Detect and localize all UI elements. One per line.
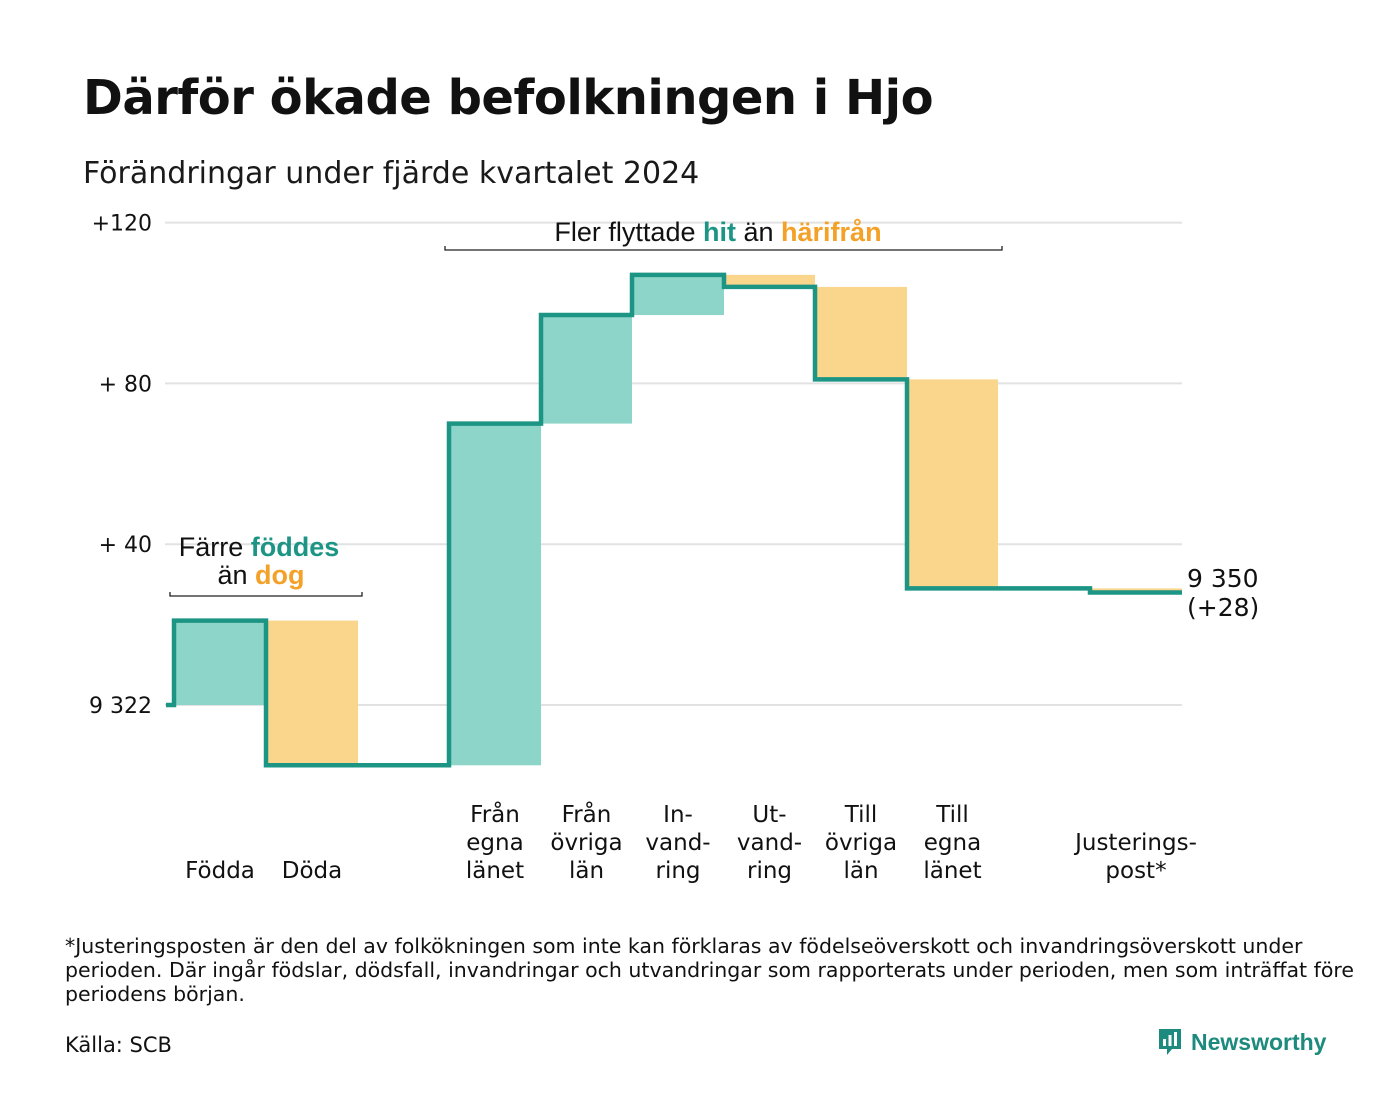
annotation-bracket: [444, 246, 1003, 251]
annotation-bracket: [169, 592, 363, 597]
category-label: In-: [663, 802, 693, 828]
brand-logo[interactable]: Newsworthy: [1157, 1027, 1326, 1057]
annotation-segment: hit: [703, 217, 736, 247]
category-label: egna: [924, 830, 981, 856]
annotation-text: än dog: [217, 560, 304, 590]
category-label: övriga: [825, 830, 897, 856]
bar: [907, 379, 998, 589]
bar: [724, 274, 815, 287]
category-label: Från: [470, 800, 520, 828]
category-label: vand-: [737, 830, 802, 856]
category-label: ring: [655, 858, 700, 884]
end-value-text: (+28): [1187, 593, 1259, 622]
chart-title: Därför ökade befolkningen i Hjo: [83, 70, 934, 126]
bar: [174, 620, 266, 705]
category-labels: Födda DödaFrånegnalänetFrånövrigalänIn-va…: [185, 800, 1197, 884]
annotation-segment: dog: [255, 560, 304, 590]
category-label: övriga: [550, 830, 622, 856]
bar: [541, 315, 632, 424]
y-axis-ticks: 9 322 + 40 + 80 +120: [89, 212, 152, 719]
bar: [449, 423, 541, 766]
cumulative-step-line: [166, 272, 1182, 768]
y-tick-label: +120: [92, 212, 152, 237]
annotation-segment: Färre: [179, 532, 251, 562]
chart-subtitle: Förändringar under fjärde kvartalet 2024: [83, 156, 700, 191]
annotation-segment: föddes: [251, 532, 340, 562]
y-tick-label: 9 322: [89, 694, 152, 719]
y-tick-label: + 80: [99, 372, 152, 397]
source-label: Källa: SCB: [65, 1033, 172, 1057]
category-label: länet: [466, 858, 524, 884]
waterfall-chart: 9 322+ 40+ 80+120 Födda DödaFrånegnalänet…: [89, 212, 1259, 884]
bars: [174, 274, 1182, 766]
annotation-segment: Fler flyttade: [554, 217, 703, 247]
bar-chart-speech-icon: [1159, 1029, 1181, 1055]
category-label: Från: [562, 800, 612, 828]
category-label: egna: [466, 830, 523, 856]
category-label: ring: [747, 858, 792, 884]
category-label: Till: [935, 802, 969, 828]
end-value-text: 9 350: [1187, 564, 1259, 593]
category-label: Döda: [282, 858, 342, 884]
category-label: län: [569, 858, 604, 884]
end-value-label: 9 350(+28): [1187, 564, 1259, 622]
category-label: post*: [1105, 858, 1166, 884]
category-label: Till: [844, 802, 878, 828]
category-label: länet: [923, 858, 981, 884]
footnote: *Justeringsposten är den del av folkökni…: [65, 934, 1354, 1006]
category-label: Födda: [185, 858, 255, 884]
annotation-text: Fler flyttade hit än härifrån: [554, 217, 881, 247]
annotation-segment: än: [736, 217, 781, 247]
category-label: Ut-: [752, 802, 786, 828]
annotation-segment: än: [217, 560, 255, 590]
category-label: Justerings-: [1073, 830, 1197, 856]
bar: [815, 286, 907, 380]
brand-name: Newsworthy: [1191, 1028, 1327, 1055]
annotation-segment: härifrån: [781, 217, 882, 247]
y-tick-label: + 40: [99, 533, 152, 558]
annotation-text: Färre föddes: [179, 532, 340, 562]
category-label: vand-: [645, 830, 710, 856]
category-label: län: [843, 858, 878, 884]
bar: [632, 274, 724, 316]
bar: [266, 620, 358, 766]
